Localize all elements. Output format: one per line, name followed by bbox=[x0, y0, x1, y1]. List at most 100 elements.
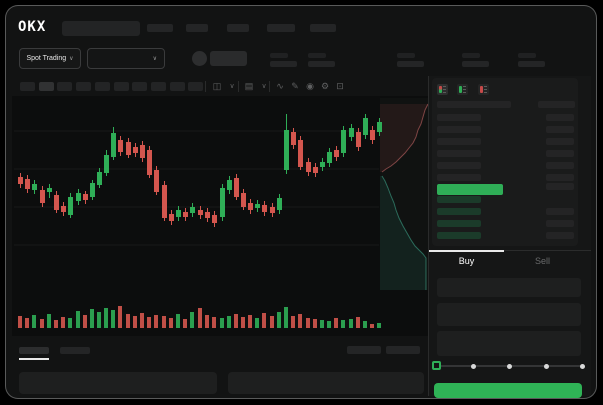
amount-bar bbox=[546, 220, 574, 227]
bottom-tab-active[interactable] bbox=[19, 347, 49, 354]
divider bbox=[205, 81, 206, 92]
order-book-row[interactable] bbox=[437, 114, 574, 121]
order-book-row[interactable] bbox=[437, 208, 574, 215]
ticker-stat-value bbox=[462, 61, 489, 67]
pair-name-placeholder[interactable] bbox=[210, 51, 247, 66]
price-bar bbox=[437, 232, 481, 239]
pair-selector-dropdown[interactable]: ∨ bbox=[87, 48, 165, 69]
amount-bar bbox=[546, 138, 574, 145]
amount-bar bbox=[546, 114, 574, 121]
timeframe-button[interactable] bbox=[20, 82, 35, 91]
chevron-down-icon: ∨ bbox=[152, 55, 157, 62]
tab-sell[interactable]: Sell bbox=[534, 256, 550, 266]
amount-bar bbox=[546, 162, 574, 169]
draw-tools-icon[interactable]: ✎ bbox=[291, 81, 299, 91]
bottom-action[interactable] bbox=[347, 346, 381, 354]
timeframe-button[interactable] bbox=[169, 82, 185, 91]
market-type-dropdown[interactable]: Spot Trading ∨ bbox=[19, 48, 81, 69]
search-input[interactable] bbox=[62, 21, 140, 36]
indicators-icon[interactable]: ▤ bbox=[244, 81, 254, 91]
amount-bar bbox=[546, 150, 574, 157]
bottom-action[interactable] bbox=[386, 346, 420, 354]
price-bar bbox=[437, 114, 481, 121]
orders-panel bbox=[19, 372, 217, 394]
okx-logo[interactable]: OKX bbox=[18, 19, 47, 35]
timeframe-button[interactable] bbox=[132, 82, 148, 91]
order-book-row[interactable] bbox=[437, 162, 574, 169]
timeframe-button[interactable] bbox=[188, 82, 204, 91]
asks-list bbox=[437, 114, 574, 186]
ticker-stat-value bbox=[397, 61, 424, 67]
bids-list bbox=[437, 196, 574, 244]
chevron-down-icon: ∨ bbox=[69, 55, 74, 62]
chart-settings-icon[interactable]: ⚙ bbox=[320, 81, 330, 91]
ticker-stat-label bbox=[308, 53, 326, 58]
timeframe-button[interactable] bbox=[57, 82, 73, 91]
ticker-stat-label bbox=[518, 53, 536, 58]
market-type-label: Spot Trading bbox=[26, 55, 67, 62]
price-bar bbox=[437, 208, 481, 215]
ticker-stat-value bbox=[308, 61, 335, 67]
amount-bar bbox=[546, 174, 574, 181]
order-book-row[interactable] bbox=[437, 232, 574, 239]
nav-item[interactable] bbox=[186, 24, 208, 32]
nav-item[interactable] bbox=[267, 24, 295, 32]
ticker-stat-value bbox=[270, 61, 297, 67]
price-bar bbox=[437, 126, 481, 133]
panel-divider bbox=[428, 76, 429, 396]
order-book-row[interactable] bbox=[437, 220, 574, 227]
nav-item[interactable] bbox=[227, 24, 249, 32]
fullscreen-icon[interactable]: ⊡ bbox=[336, 81, 344, 91]
ticker-stat-label bbox=[270, 53, 288, 58]
chevron-down-icon[interactable]: ∨ bbox=[229, 83, 235, 90]
chevron-down-icon[interactable]: ∨ bbox=[261, 83, 267, 90]
buy-button[interactable] bbox=[434, 383, 582, 398]
ticker-stat-label bbox=[397, 53, 415, 58]
timeframe-button[interactable] bbox=[150, 82, 166, 91]
slider-step-dot[interactable] bbox=[544, 364, 549, 369]
history-panel bbox=[228, 372, 424, 394]
order-book-row[interactable] bbox=[437, 126, 574, 133]
slider-handle[interactable] bbox=[432, 361, 441, 370]
timeframe-button[interactable] bbox=[76, 82, 92, 91]
screenshot-icon[interactable]: ◉ bbox=[306, 81, 314, 91]
order-book-row[interactable] bbox=[437, 174, 574, 181]
amount-bar bbox=[546, 232, 574, 239]
price-bar bbox=[437, 220, 481, 227]
nav-item[interactable] bbox=[310, 24, 336, 32]
book-header-price bbox=[437, 101, 511, 108]
divider bbox=[238, 81, 239, 92]
coin-icon bbox=[192, 51, 207, 66]
total-field[interactable] bbox=[437, 331, 581, 356]
divider bbox=[269, 81, 270, 92]
amount-bar bbox=[546, 126, 574, 133]
timeframe-button[interactable] bbox=[94, 82, 110, 91]
overlay-wave-icon[interactable]: ∿ bbox=[276, 81, 284, 91]
chart-type-icon[interactable]: ◫ bbox=[212, 81, 222, 91]
ticker-stat-label bbox=[462, 53, 480, 58]
last-price-bar[interactable] bbox=[437, 184, 503, 195]
order-book-row[interactable] bbox=[437, 138, 574, 145]
bottom-tab-underline bbox=[19, 358, 49, 360]
nav-item[interactable] bbox=[147, 24, 173, 32]
book-view-asks-icon[interactable] bbox=[477, 84, 489, 95]
amount-field[interactable] bbox=[437, 303, 581, 326]
book-view-bids-icon[interactable] bbox=[457, 84, 469, 95]
timeframe-button[interactable] bbox=[113, 82, 129, 91]
price-field[interactable] bbox=[437, 278, 581, 297]
slider-step-dot[interactable] bbox=[507, 364, 512, 369]
buy-tab-underline bbox=[429, 250, 504, 252]
bottom-tab[interactable] bbox=[60, 347, 90, 354]
timeframe-button[interactable] bbox=[38, 82, 54, 91]
book-view-all-icon[interactable] bbox=[437, 84, 448, 95]
slider-step-dot[interactable] bbox=[471, 364, 476, 369]
price-bar bbox=[437, 150, 481, 157]
price-bar bbox=[437, 196, 481, 203]
ask-amount-bar bbox=[546, 183, 574, 190]
order-book-row[interactable] bbox=[437, 196, 574, 203]
tab-buy[interactable]: Buy bbox=[458, 256, 475, 266]
slider-step-dot[interactable] bbox=[580, 364, 585, 369]
order-book-row[interactable] bbox=[437, 150, 574, 157]
